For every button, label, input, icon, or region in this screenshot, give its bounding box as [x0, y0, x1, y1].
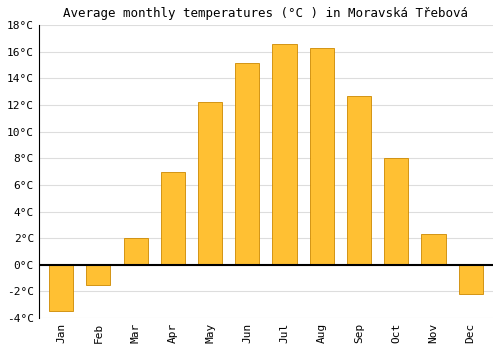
Bar [272, 44, 296, 265]
Title: Average monthly temperatures (°C ) in Moravská Třebová: Average monthly temperatures (°C ) in Mo… [64, 7, 468, 20]
Bar [458, 265, 483, 294]
Bar [384, 158, 408, 265]
Bar [235, 63, 260, 265]
Bar [160, 172, 185, 265]
Bar [347, 96, 371, 265]
Bar [124, 238, 148, 265]
Bar [49, 265, 73, 311]
Bar [86, 265, 110, 285]
Bar [310, 48, 334, 265]
Bar [422, 234, 446, 265]
Bar [198, 103, 222, 265]
